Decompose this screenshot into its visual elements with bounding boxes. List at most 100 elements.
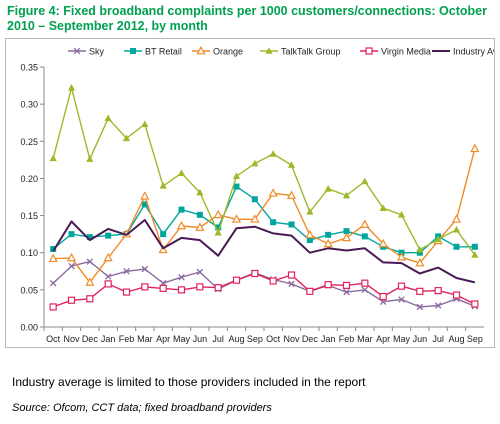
x-tick-label: Dec bbox=[302, 334, 319, 344]
data-point-bt-retail bbox=[50, 246, 57, 252]
series-line-talktalk-group bbox=[52, 87, 476, 256]
data-point-virgin-media bbox=[361, 279, 369, 287]
data-point-orange bbox=[305, 229, 315, 239]
y-tick-label: 0.20 bbox=[20, 174, 38, 184]
data-point-virgin-media bbox=[196, 283, 204, 291]
data-point-bt-retail bbox=[196, 211, 203, 218]
data-point-orange bbox=[268, 188, 278, 197]
data-point-virgin-media bbox=[324, 281, 332, 289]
figure-title: Figure 4: Fixed broadband complaints per… bbox=[7, 4, 487, 33]
data-point-orange bbox=[195, 222, 205, 231]
data-point-orange bbox=[341, 232, 352, 242]
data-point-bt-retail bbox=[343, 228, 350, 235]
y-tick-label: 0.25 bbox=[20, 137, 38, 147]
data-point-sky bbox=[196, 268, 204, 276]
data-point-sky bbox=[178, 273, 185, 281]
data-point-orange bbox=[286, 190, 297, 199]
data-point-virgin-media bbox=[379, 292, 387, 301]
data-point-bt-retail bbox=[178, 206, 185, 213]
data-point-virgin-media bbox=[232, 276, 241, 284]
data-point-sky bbox=[123, 268, 130, 275]
data-point-talktalk-group bbox=[361, 177, 369, 185]
data-point-virgin-media bbox=[342, 281, 351, 289]
legend-label-orange: Orange bbox=[213, 47, 243, 57]
legend-label-virgin-media: Virgin Media bbox=[381, 47, 431, 57]
legend-label-talktalk-group: TalkTalk Group bbox=[281, 47, 341, 57]
x-tick-label: Sep bbox=[467, 334, 483, 344]
data-point-sky bbox=[416, 303, 424, 311]
x-tick-label: Mar bbox=[137, 334, 153, 344]
data-point-orange bbox=[231, 214, 242, 223]
data-point-sky bbox=[86, 258, 94, 265]
data-point-talktalk-group bbox=[214, 228, 222, 236]
data-point-talktalk-group bbox=[86, 155, 94, 162]
data-point-virgin-media bbox=[86, 295, 94, 303]
data-point-orange bbox=[451, 214, 462, 223]
x-tick-label: Dec bbox=[82, 334, 99, 344]
data-point-bt-retail bbox=[141, 201, 148, 208]
data-point-talktalk-group bbox=[342, 191, 351, 199]
data-point-talktalk-group bbox=[141, 120, 149, 127]
data-point-orange bbox=[140, 191, 150, 200]
data-point-virgin-media bbox=[177, 286, 186, 294]
data-point-orange bbox=[470, 143, 480, 153]
data-point-virgin-media bbox=[287, 271, 296, 279]
x-tick-label: Aug bbox=[228, 334, 244, 344]
data-point-orange bbox=[378, 238, 388, 248]
legend-marker-virgin-media bbox=[365, 47, 373, 55]
data-point-talktalk-group bbox=[104, 114, 112, 122]
data-point-orange bbox=[396, 252, 407, 261]
data-point-talktalk-group bbox=[324, 185, 332, 192]
data-point-bt-retail bbox=[215, 224, 222, 231]
x-tick-label: Aug bbox=[448, 334, 464, 344]
data-point-virgin-media bbox=[49, 303, 57, 311]
legend-marker-bt-retail bbox=[130, 48, 136, 54]
series-line-orange bbox=[53, 148, 476, 284]
legend-marker-talktalk-group bbox=[265, 47, 273, 54]
data-point-orange bbox=[85, 277, 95, 286]
data-point-sky bbox=[49, 279, 57, 287]
data-point-bt-retail bbox=[453, 243, 460, 250]
x-tick-label: Nov bbox=[63, 334, 80, 344]
data-point-orange bbox=[103, 252, 113, 262]
y-tick-label: 0.05 bbox=[20, 285, 38, 295]
data-point-orange bbox=[360, 219, 370, 228]
data-point-bt-retail bbox=[233, 183, 240, 190]
data-point-talktalk-group bbox=[49, 154, 57, 162]
data-point-virgin-media bbox=[452, 291, 461, 299]
data-point-bt-retail bbox=[86, 234, 93, 241]
x-tick-label: Feb bbox=[119, 334, 135, 344]
data-point-talktalk-group bbox=[379, 204, 387, 211]
data-point-virgin-media bbox=[67, 296, 76, 304]
data-point-sky bbox=[288, 280, 295, 288]
data-point-orange bbox=[250, 214, 260, 223]
x-tick-label: May bbox=[173, 334, 191, 344]
data-point-sky bbox=[104, 273, 112, 280]
data-point-virgin-media bbox=[416, 287, 424, 295]
data-point-talktalk-group bbox=[67, 84, 76, 91]
data-point-virgin-media bbox=[214, 284, 222, 292]
x-tick-label: Mar bbox=[357, 334, 373, 344]
data-point-virgin-media bbox=[434, 287, 442, 295]
x-tick-label: Feb bbox=[339, 334, 355, 344]
data-point-talktalk-group bbox=[287, 161, 296, 168]
data-point-orange bbox=[48, 253, 58, 263]
x-tick-label: Jun bbox=[193, 334, 208, 344]
data-point-bt-retail bbox=[306, 237, 313, 244]
x-tick-label: May bbox=[393, 334, 411, 344]
data-point-virgin-media bbox=[122, 288, 131, 296]
data-point-virgin-media bbox=[269, 277, 277, 285]
data-point-orange bbox=[415, 258, 425, 267]
footnote: Industry average is limited to those pro… bbox=[12, 375, 366, 389]
data-point-talktalk-group bbox=[232, 172, 241, 179]
y-tick-label: 0.35 bbox=[20, 63, 38, 73]
data-point-virgin-media bbox=[159, 284, 167, 292]
data-point-bt-retail bbox=[270, 219, 277, 226]
data-point-bt-retail bbox=[416, 249, 423, 256]
x-tick-label: Nov bbox=[283, 334, 300, 344]
series-line-bt-retail bbox=[52, 185, 475, 254]
x-tick-label: Jan bbox=[321, 334, 336, 344]
x-tick-label: Oct bbox=[46, 334, 61, 344]
series-line-industry-average bbox=[52, 219, 476, 284]
data-point-bt-retail bbox=[105, 232, 112, 239]
